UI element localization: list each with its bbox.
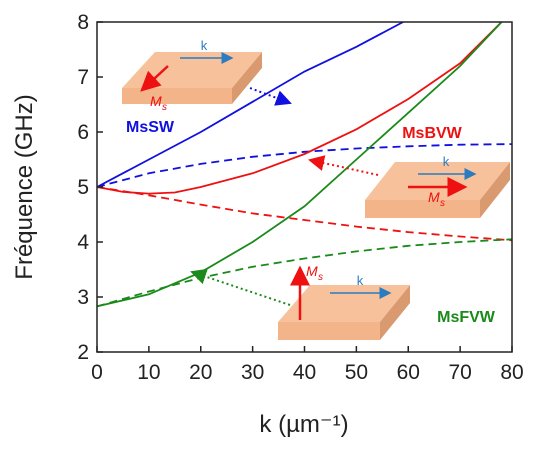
y-tick-label: 5 <box>77 176 89 199</box>
x-tick-label: 70 <box>448 361 471 384</box>
inset-m-label: M <box>428 189 440 205</box>
inset-slab <box>308 155 510 218</box>
y-tick-label: 7 <box>77 66 89 89</box>
x-tick-label: 60 <box>397 361 420 384</box>
curve-annotation: MsFVW <box>437 309 496 326</box>
x-tick-label: 10 <box>137 361 160 384</box>
y-tick-label: 8 <box>77 11 89 34</box>
x-axis-label: k (µm⁻¹) <box>259 411 348 438</box>
inset-slab <box>190 265 410 340</box>
inset-k-label: k <box>201 38 208 53</box>
inset-k-label: k <box>357 273 364 288</box>
inset-m-sub: s <box>440 198 445 209</box>
curve-annotation: MsBVW <box>402 125 462 142</box>
series-line <box>96 186 513 242</box>
x-tick-label: 20 <box>189 361 212 384</box>
x-tick-label: 50 <box>345 361 368 384</box>
series-line <box>96 21 404 188</box>
curve-annotation: MsSW <box>126 119 175 136</box>
series-line <box>96 238 513 308</box>
inset-slab <box>122 52 292 106</box>
inset-m-label: M <box>306 263 318 279</box>
inset-m-sub: s <box>318 272 323 283</box>
y-tick-label: 6 <box>77 121 89 144</box>
x-tick-label: 0 <box>91 361 103 384</box>
plot-area <box>96 21 513 308</box>
x-tick-label: 30 <box>241 361 264 384</box>
inset-k-label: k <box>443 154 450 169</box>
y-tick-label: 4 <box>77 231 89 254</box>
y-axis-label: Fréquence (GHz) <box>11 94 38 279</box>
x-tick-label: 80 <box>500 361 523 384</box>
y-tick-label: 3 <box>77 286 89 309</box>
inset-m-label: M <box>150 93 162 109</box>
y-tick-label: 2 <box>77 341 89 364</box>
x-tick-label: 40 <box>293 361 316 384</box>
inset-m-sub: s <box>162 102 167 113</box>
series-line <box>96 143 513 188</box>
